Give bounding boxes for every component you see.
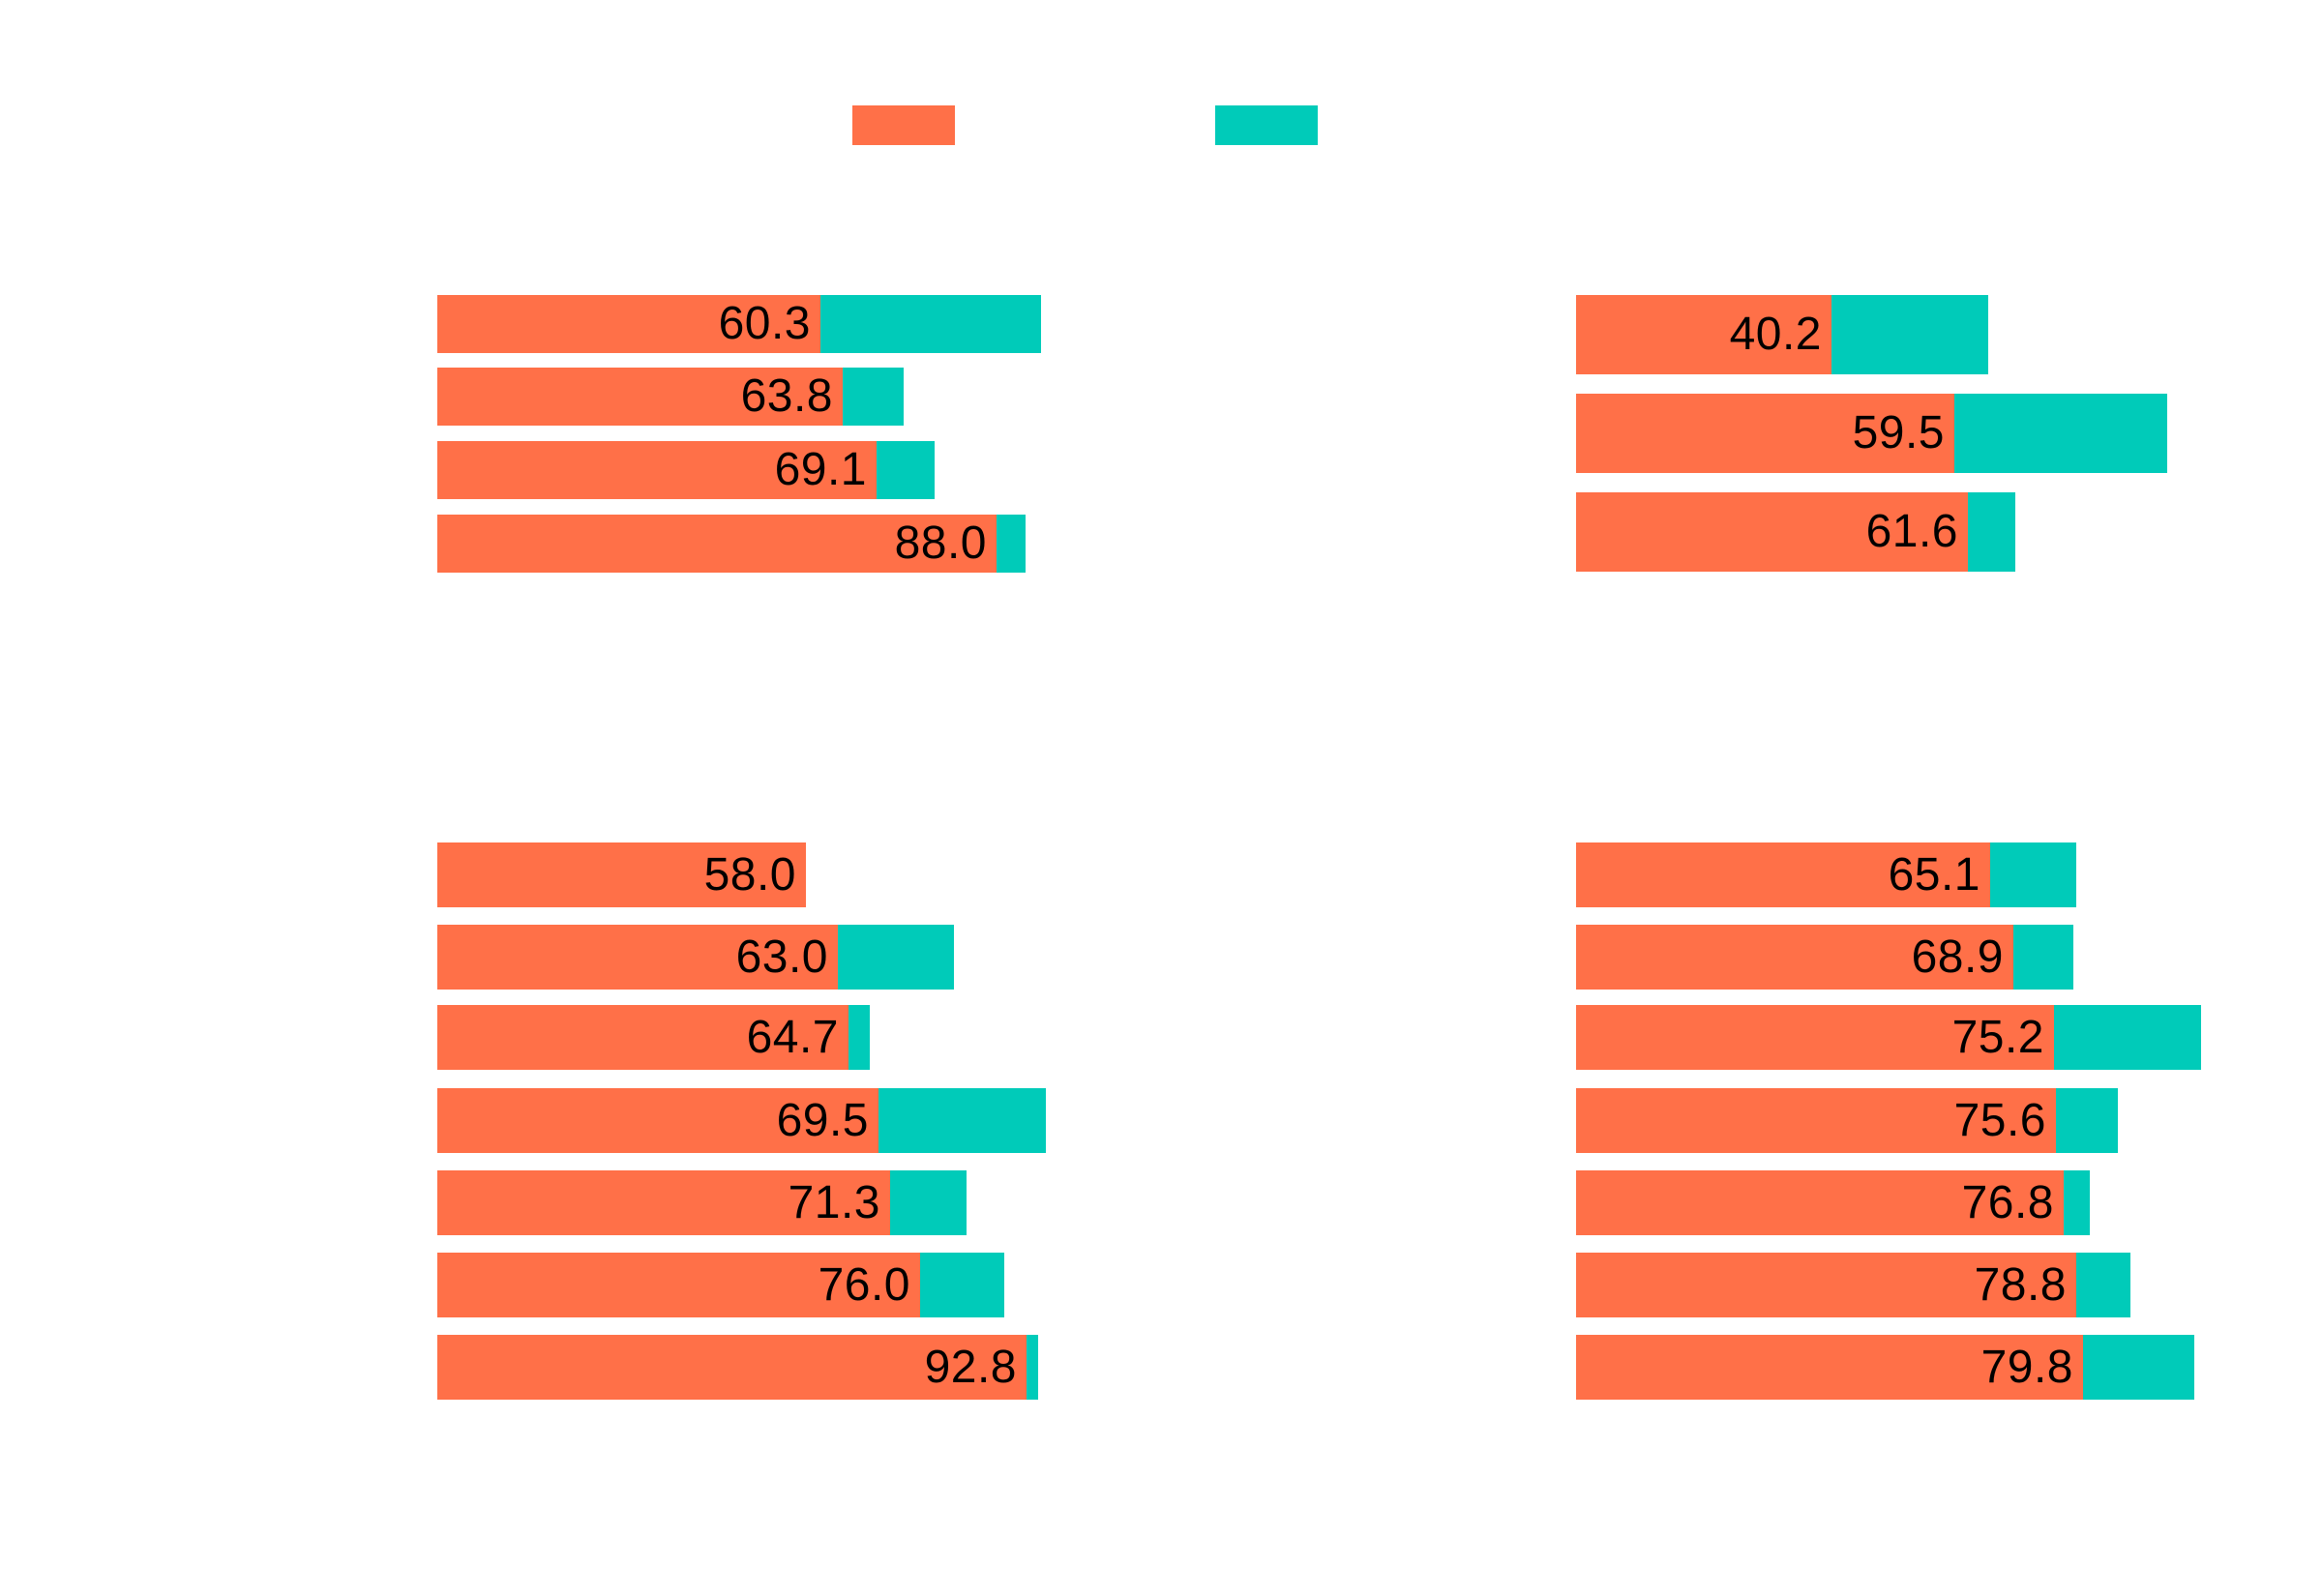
bar-value-label: 78.8 bbox=[1974, 1258, 2067, 1311]
bar-segment-primary: 79.8 bbox=[1576, 1335, 2083, 1400]
bar-segment-secondary bbox=[877, 441, 935, 499]
bar-row: 59.5 bbox=[1576, 394, 2167, 473]
bar-segment-primary: 76.8 bbox=[1576, 1170, 2064, 1235]
bar-segment-secondary bbox=[1831, 295, 1988, 374]
bar-segment-primary: 69.1 bbox=[437, 441, 877, 499]
bar-segment-secondary bbox=[2076, 1253, 2130, 1317]
bar-row: 40.2 bbox=[1576, 295, 1988, 374]
bar-segment-primary: 78.8 bbox=[1576, 1253, 2076, 1317]
bar-segment-primary: 61.6 bbox=[1576, 492, 1968, 572]
bar-value-label: 63.0 bbox=[735, 931, 828, 983]
bar-row: 69.1 bbox=[437, 441, 935, 499]
bar-segment-secondary bbox=[2013, 925, 2073, 990]
bar-row: 92.8 bbox=[437, 1335, 1039, 1400]
legend-swatch-primary bbox=[852, 105, 955, 145]
bar-segment-secondary bbox=[848, 1005, 870, 1070]
bar-value-label: 69.5 bbox=[776, 1094, 869, 1146]
bar-segment-secondary bbox=[843, 368, 904, 426]
bar-value-label: 71.3 bbox=[788, 1176, 880, 1228]
bar-segment-primary: 59.5 bbox=[1576, 394, 1954, 473]
bar-segment-secondary bbox=[2064, 1170, 2090, 1235]
bar-segment-secondary bbox=[2083, 1335, 2194, 1400]
bar-segment-secondary bbox=[1954, 394, 2167, 473]
bar-row: 88.0 bbox=[437, 515, 1026, 573]
bar-value-label: 65.1 bbox=[1888, 848, 1980, 901]
bar-value-label: 63.8 bbox=[740, 370, 833, 422]
bar-value-label: 58.0 bbox=[703, 848, 796, 901]
bar-row: 68.9 bbox=[1576, 925, 2073, 990]
bar-value-label: 88.0 bbox=[894, 517, 987, 569]
bar-value-label: 68.9 bbox=[1911, 931, 2004, 983]
bar-segment-primary: 65.1 bbox=[1576, 842, 1990, 907]
bar-segment-primary: 76.0 bbox=[437, 1253, 920, 1317]
bar-segment-secondary bbox=[2054, 1005, 2201, 1070]
bar-row: 71.3 bbox=[437, 1170, 968, 1235]
bar-row: 58.0 bbox=[437, 842, 806, 907]
bar-segment-primary: 40.2 bbox=[1576, 295, 1831, 374]
bar-value-label: 40.2 bbox=[1729, 309, 1822, 360]
bar-value-label: 60.3 bbox=[718, 298, 811, 349]
bar-segment-primary: 68.9 bbox=[1576, 925, 2013, 990]
bar-value-label: 76.8 bbox=[1961, 1176, 2054, 1228]
bar-row: 75.6 bbox=[1576, 1088, 2118, 1153]
bar-segment-secondary bbox=[920, 1253, 1004, 1317]
bar-segment-primary: 60.3 bbox=[437, 295, 820, 353]
bar-segment-primary: 92.8 bbox=[437, 1335, 1027, 1400]
bar-row: 63.8 bbox=[437, 368, 904, 426]
bar-segment-primary: 64.7 bbox=[437, 1005, 848, 1070]
bar-segment-primary: 75.6 bbox=[1576, 1088, 2056, 1153]
bar-segment-secondary bbox=[1968, 492, 2015, 572]
bar-value-label: 76.0 bbox=[818, 1258, 910, 1311]
bar-segment-secondary bbox=[820, 295, 1041, 353]
bar-row: 78.8 bbox=[1576, 1253, 2131, 1317]
bar-segment-secondary bbox=[878, 1088, 1046, 1153]
bar-row: 64.7 bbox=[437, 1005, 870, 1070]
bar-value-label: 75.2 bbox=[1951, 1011, 2044, 1063]
bar-segment-secondary bbox=[1990, 842, 2076, 907]
bar-value-label: 75.6 bbox=[1953, 1094, 2046, 1146]
bar-segment-primary: 71.3 bbox=[437, 1170, 890, 1235]
bar-value-label: 64.7 bbox=[746, 1011, 839, 1063]
bar-segment-primary: 75.2 bbox=[1576, 1005, 2054, 1070]
bar-row: 60.3 bbox=[437, 295, 1041, 353]
bar-row: 76.8 bbox=[1576, 1170, 2090, 1235]
bar-value-label: 59.5 bbox=[1852, 407, 1945, 458]
bar-value-label: 79.8 bbox=[1980, 1341, 2073, 1393]
bar-row: 75.2 bbox=[1576, 1005, 2201, 1070]
bar-row: 79.8 bbox=[1576, 1335, 2194, 1400]
bar-value-label: 61.6 bbox=[1865, 506, 1958, 557]
bar-row: 61.6 bbox=[1576, 492, 2015, 572]
bar-segment-primary: 69.5 bbox=[437, 1088, 878, 1153]
bar-row: 76.0 bbox=[437, 1253, 1004, 1317]
bar-segment-primary: 63.8 bbox=[437, 368, 843, 426]
bar-row: 63.0 bbox=[437, 925, 954, 990]
bar-segment-secondary bbox=[1027, 1335, 1038, 1400]
bar-segment-secondary bbox=[997, 515, 1026, 573]
bar-value-label: 92.8 bbox=[924, 1341, 1017, 1393]
bar-segment-secondary bbox=[890, 1170, 967, 1235]
bar-row: 65.1 bbox=[1576, 842, 2076, 907]
bar-row: 69.5 bbox=[437, 1088, 1047, 1153]
bar-value-label: 69.1 bbox=[774, 444, 867, 495]
legend-swatch-secondary bbox=[1215, 105, 1318, 145]
bar-segment-secondary bbox=[838, 925, 954, 990]
bar-segment-primary: 58.0 bbox=[437, 842, 806, 907]
bar-segment-secondary bbox=[2056, 1088, 2118, 1153]
bar-segment-primary: 88.0 bbox=[437, 515, 997, 573]
bar-segment-primary: 63.0 bbox=[437, 925, 838, 990]
